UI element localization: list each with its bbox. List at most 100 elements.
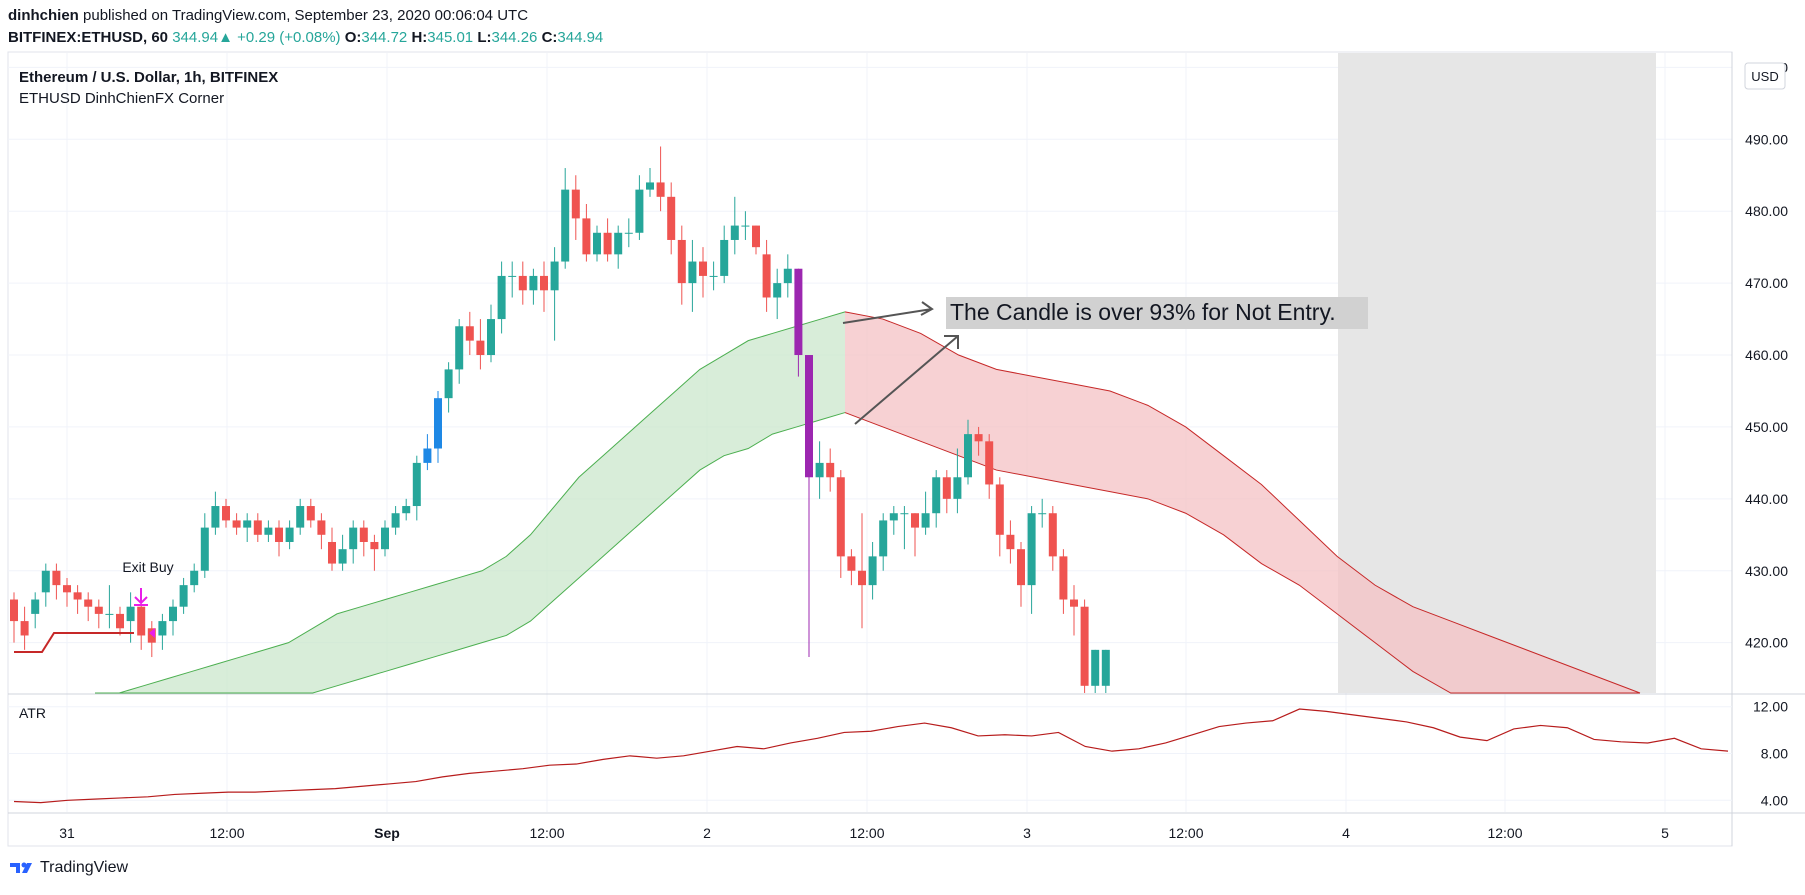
candle-body <box>593 232 601 255</box>
candle-body <box>306 506 315 521</box>
candle-body <box>1091 649 1100 686</box>
x-tick-label: 4 <box>1342 825 1350 841</box>
candle-body <box>423 448 432 463</box>
author-name[interactable]: dinhchien <box>8 7 79 24</box>
candle-body <box>741 225 750 227</box>
candle-body <box>73 592 82 600</box>
candle-body <box>815 462 824 478</box>
chart-subtitle: ETHUSD DinhChienFX Corner <box>19 90 224 107</box>
candle-body <box>52 570 61 586</box>
candle-body <box>762 254 771 298</box>
atr-label: ATR <box>19 705 46 721</box>
candle-body <box>677 239 686 284</box>
candle-body <box>10 599 18 622</box>
candle-body <box>911 513 919 528</box>
candle-body <box>508 275 517 277</box>
candle-body <box>974 434 983 442</box>
y-tick-label: 480.00 <box>1745 203 1788 219</box>
candle-body <box>995 484 1004 535</box>
candle-body <box>391 513 400 528</box>
candle-body <box>243 520 252 528</box>
candle-body <box>434 398 442 449</box>
candle-body <box>932 477 941 514</box>
candle-body <box>1017 549 1025 586</box>
open-label: O: <box>344 29 362 46</box>
currency-button-box[interactable] <box>1744 62 1786 90</box>
candle-body <box>190 570 199 586</box>
exit-marker-label: Exit Buy <box>122 559 173 575</box>
candle-body <box>370 541 379 550</box>
candle-body <box>688 261 697 284</box>
red-band-fill <box>845 311 1640 693</box>
candle-body <box>773 283 782 298</box>
candle-body <box>349 527 358 550</box>
candle-body <box>540 275 548 291</box>
candle-body <box>985 441 994 485</box>
candle-body <box>1059 556 1068 600</box>
candle-body <box>805 355 813 478</box>
candle-body <box>1006 534 1015 550</box>
exit-diamond-icon <box>149 628 155 638</box>
candle-body <box>826 462 835 478</box>
candle-body <box>296 506 305 528</box>
footer: TradingView <box>8 859 128 877</box>
candle-body <box>338 549 347 564</box>
candle-body <box>179 585 188 607</box>
candle-body <box>518 275 527 291</box>
symbol-label: BITFINEX:ETHUSD, 60 <box>8 29 169 46</box>
x-tick-label: 12:00 <box>1168 825 1203 841</box>
candle-body <box>1070 599 1078 607</box>
candle-body <box>487 319 495 356</box>
candle-body <box>709 275 718 277</box>
candles-group <box>10 146 1110 693</box>
candle-body <box>31 599 40 614</box>
currency-button[interactable]: USD <box>1751 69 1778 84</box>
candle-body <box>889 513 898 521</box>
candle-body <box>84 599 93 607</box>
candle-body <box>359 527 368 542</box>
candle-body <box>444 369 453 399</box>
candle-body <box>646 182 654 190</box>
candle-body <box>561 189 570 262</box>
close-label: C: <box>541 29 558 46</box>
atr-pane: 12.00 8.00 4.00 <box>8 699 1788 808</box>
candle-body <box>264 527 273 535</box>
footer-brand[interactable]: TradingView <box>40 859 129 876</box>
candle-body <box>720 239 729 276</box>
stop-line-group: Exit Buy <box>14 559 174 653</box>
low-value: 344.26 <box>491 29 538 46</box>
candle-body <box>656 182 665 197</box>
candle-body <box>900 513 909 515</box>
green-band-upper-line <box>95 311 846 694</box>
candle-body <box>381 527 389 550</box>
x-tick-label: 12:00 <box>209 825 244 841</box>
candle-body <box>116 613 124 629</box>
y-tick-label: 470.00 <box>1745 275 1788 291</box>
close-value: 344.94 <box>557 29 604 46</box>
candle-body <box>868 556 877 586</box>
candle-body <box>964 434 972 478</box>
open-value: 344.72 <box>361 29 408 46</box>
candle-body <box>953 477 962 499</box>
low-label: L: <box>477 29 492 46</box>
candle-body <box>1048 513 1057 557</box>
candle-body <box>836 477 845 557</box>
candle-body <box>730 225 739 240</box>
candle-body <box>1027 513 1036 586</box>
candle-body <box>529 275 538 291</box>
candle-body <box>942 477 951 499</box>
green-band-fill <box>95 311 845 693</box>
x-tick-label: Sep <box>374 825 400 841</box>
stop-loss-line <box>14 632 134 653</box>
annotation-arrow-lower <box>854 335 959 425</box>
tradingview-logo-icon <box>10 862 32 873</box>
atr-y-tick-label: 12.00 <box>1753 699 1788 715</box>
candle-body <box>285 527 294 542</box>
y-tick-label: 440.00 <box>1745 491 1788 507</box>
candle-body <box>635 189 644 233</box>
up-arrow-icon: ▲ <box>218 29 233 46</box>
price-change: +0.29 (+0.08%) <box>237 29 341 46</box>
candle-body <box>614 232 623 255</box>
candle-body <box>752 225 760 248</box>
